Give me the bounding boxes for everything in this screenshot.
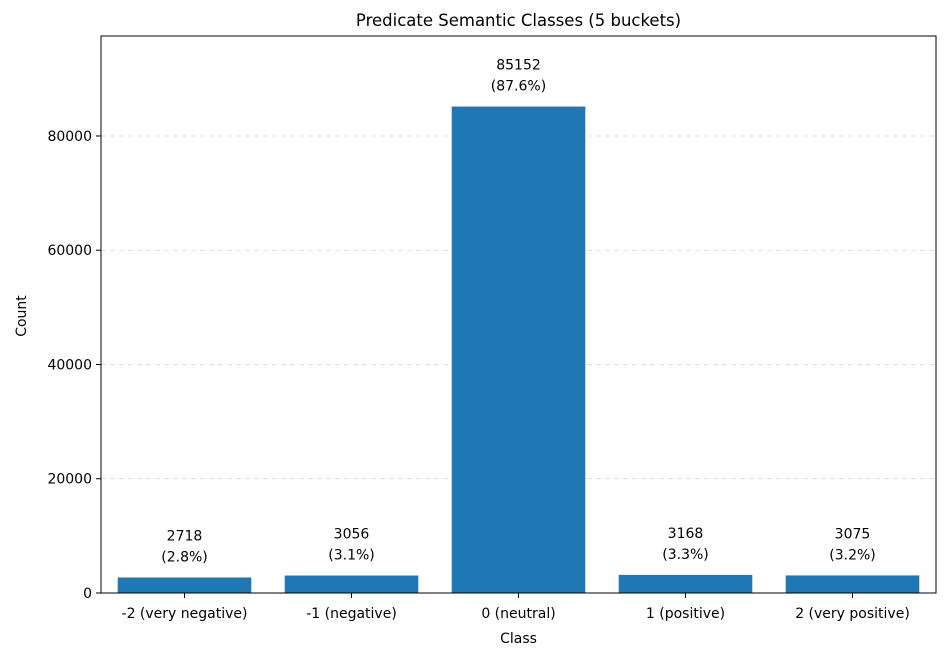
bar	[618, 574, 753, 593]
bar-percent-label: (3.3%)	[662, 547, 709, 563]
y-tick-label: 40000	[47, 357, 92, 373]
bar-percent-label: (3.2%)	[829, 547, 876, 563]
x-tick-label: -2 (very negative)	[122, 606, 248, 622]
bar-percent-label: (2.8%)	[161, 549, 208, 565]
y-tick-label: 60000	[47, 243, 92, 259]
chart-title: Predicate Semantic Classes (5 buckets)	[356, 11, 681, 30]
bar-value-label: 85152	[496, 58, 541, 74]
bar-value-label: 3168	[668, 526, 704, 542]
bar-value-label: 3056	[334, 527, 370, 543]
bar-percent-label: (3.1%)	[328, 548, 375, 564]
bar	[284, 575, 419, 593]
y-tick-label: 80000	[47, 129, 92, 145]
bar-value-label: 2718	[167, 528, 203, 544]
x-axis-ticks: -2 (very negative) -1 (negative) 0 (neutra…	[122, 593, 910, 622]
y-axis-ticks: 0 20000 40000 60000 80000	[47, 129, 101, 602]
bar-percent-label: (87.6%)	[491, 79, 546, 95]
data-labels: 2718 (2.8%) 3056 (3.1%) 85152 (87.6%) 3168 (3.3…	[161, 58, 876, 566]
bar	[117, 577, 252, 593]
bars	[117, 106, 920, 594]
y-tick-label: 20000	[47, 472, 92, 488]
x-tick-label: 1 (positive)	[646, 606, 725, 622]
bar	[451, 106, 586, 594]
bar-value-label: 3075	[835, 526, 871, 542]
x-tick-label: -1 (negative)	[306, 606, 397, 622]
x-tick-label: 0 (neutral)	[481, 606, 555, 622]
x-tick-label: 2 (very positive)	[795, 606, 910, 622]
bar	[785, 575, 920, 593]
x-axis-label: Class	[500, 631, 537, 647]
y-axis-label: Count	[14, 295, 30, 337]
y-tick-label: 0	[83, 586, 92, 602]
